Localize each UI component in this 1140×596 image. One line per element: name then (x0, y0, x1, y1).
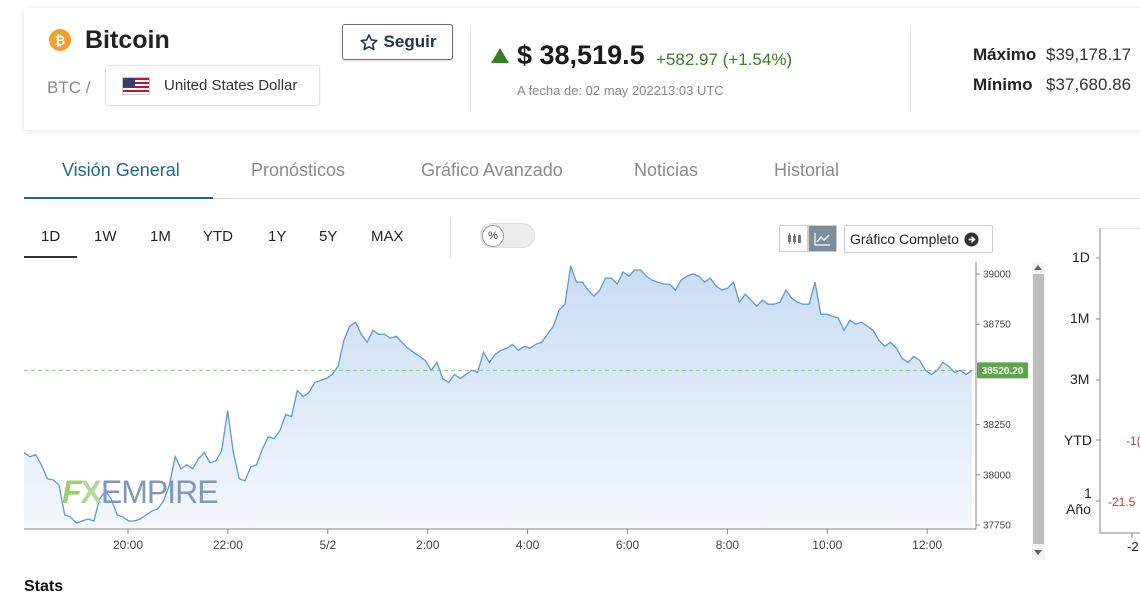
price-timestamp: A fecha de: 02 may 202213:03 UTC (517, 83, 724, 98)
performance-value-ytd: -1( (1126, 434, 1140, 448)
range-1m[interactable]: 1M (150, 228, 171, 245)
x-tick-label: 4:00 (516, 538, 540, 552)
scroll-down-icon[interactable] (1034, 550, 1042, 555)
performance-label-1d: 1D (1072, 249, 1090, 265)
follow-label: Seguir (383, 32, 437, 51)
price-area (24, 266, 972, 529)
performance-label-1y: 1 (1084, 485, 1092, 501)
performance-label-3m: 3M (1070, 371, 1090, 387)
chart-scrollbar[interactable] (1032, 262, 1045, 560)
y-tick-label: 37750 (983, 520, 1011, 531)
high-label: Máximo (973, 45, 1037, 64)
x-tick-label: 12:00 (912, 538, 942, 552)
percent-toggle[interactable]: % (480, 223, 535, 248)
divider (910, 26, 911, 112)
x-tick-label: 8:00 (716, 538, 740, 552)
stats-heading: Stats (24, 578, 64, 595)
x-tick-label: 2:00 (416, 538, 440, 552)
full-chart-label: Gráfico Completo (850, 231, 959, 247)
current-price-badge (977, 362, 1028, 379)
currency-selector[interactable]: United States Dollar (105, 65, 320, 106)
tab-overview[interactable]: Visión General (62, 160, 180, 180)
range-max[interactable]: MAX (371, 228, 404, 245)
follow-button[interactable]: Seguir (342, 24, 453, 60)
active-tab-indicator (24, 197, 213, 199)
currency-name: United States Dollar (164, 77, 298, 94)
scroll-up-icon[interactable] (1034, 265, 1042, 270)
range-1d[interactable]: 1D (41, 228, 61, 245)
y-tick-label: 39000 (983, 270, 1011, 281)
full-chart-button[interactable]: Gráfico Completo (844, 225, 993, 253)
instrument-symbol: BTC / (47, 78, 91, 97)
price-line (23, 265, 973, 524)
current-price-label: 38520.20 (982, 366, 1024, 377)
us-flag-icon (122, 76, 150, 95)
performance-axes (1096, 228, 1140, 538)
performance-value-1y: -21.5 (1108, 495, 1136, 509)
section-tabs: Visión General Pronósticos Gráfico Avanz… (24, 150, 1140, 199)
tab-news[interactable]: Noticias (634, 160, 699, 180)
scroll-thumb[interactable] (1033, 274, 1044, 544)
star-icon (359, 33, 378, 50)
candlestick-icon (787, 232, 801, 244)
x-tick-label: 5/2 (319, 538, 336, 552)
instrument-header: ₿ Bitcoin BTC / United States Dollar Seg… (24, 8, 1140, 130)
y-tick-label: 38250 (983, 420, 1011, 431)
performance-label-year: Año (1066, 501, 1091, 517)
y-tick-label: 38750 (983, 320, 1011, 331)
tab-forecasts[interactable]: Pronósticos (251, 160, 346, 180)
active-range-indicator (24, 256, 77, 258)
tab-advanced-chart[interactable]: Gráfico Avanzado (421, 160, 563, 180)
percent-toggle-knob: % (482, 225, 504, 247)
low-label: Mínimo (973, 75, 1033, 94)
divider (450, 218, 451, 258)
range-ytd[interactable]: YTD (203, 228, 233, 245)
range-1y[interactable]: 1Y (268, 228, 287, 245)
range-1w[interactable]: 1W (94, 228, 117, 245)
price-chart[interactable]: 37750 38000 38250 38750 39000 20:00 22:00 5/2 2:… (0, 255, 1030, 560)
performance-label-ytd: YTD (1064, 432, 1092, 448)
up-arrow-icon (491, 48, 509, 63)
range-5y[interactable]: 5Y (319, 228, 338, 245)
arrow-right-circle-icon (964, 231, 979, 247)
y-tick-label: 38000 (983, 470, 1011, 481)
bitcoin-icon: ₿ (49, 29, 71, 51)
line-chart-icon (814, 232, 830, 246)
x-tick-label: 22:00 (213, 538, 243, 552)
low-value: $37,680.86 (1046, 75, 1132, 94)
x-tick-label: 20:00 (113, 538, 143, 552)
candlestick-chart-button[interactable] (779, 225, 808, 252)
x-tick-label: 10:00 (812, 538, 842, 552)
fxempire-logo: FXEMPIRE (62, 474, 219, 510)
tab-history[interactable]: Historial (774, 160, 840, 180)
divider (470, 26, 471, 112)
performance-label-1m: 1M (1070, 310, 1090, 326)
line-chart-button[interactable] (808, 225, 837, 252)
price-change: +582.97 (+1.54%) (656, 50, 793, 69)
performance-bottom-tick: -2 (1127, 539, 1139, 554)
high-value: $39,178.17 (1046, 45, 1132, 64)
last-price: $ 38,519.5 (517, 40, 645, 70)
x-tick-label: 6:00 (616, 538, 640, 552)
instrument-name: Bitcoin (85, 26, 170, 54)
